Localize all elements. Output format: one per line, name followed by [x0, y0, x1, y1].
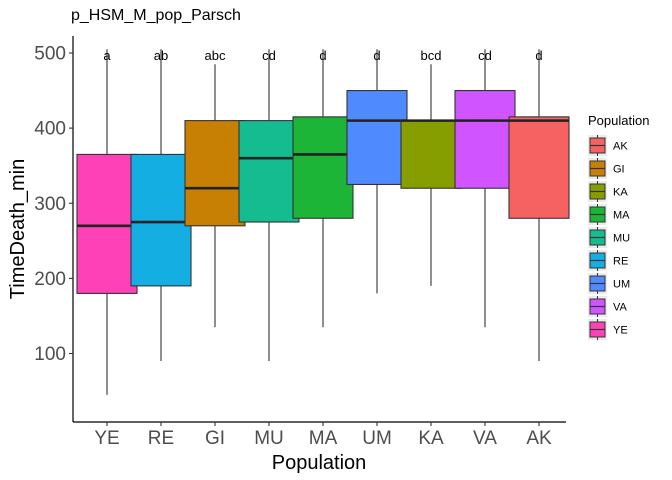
- legend-item-MA: MA: [588, 204, 630, 225]
- x-tick-label: KA: [418, 428, 444, 449]
- box-body: [346, 90, 408, 186]
- box-RE: [130, 49, 192, 362]
- box-body: [454, 90, 516, 189]
- legend-item-YE: YE: [588, 319, 628, 340]
- legend-item-MU: MU: [588, 227, 630, 248]
- x-ticks: YE RE GI MU MA UM KA VA AK: [94, 422, 552, 449]
- legend-label: RE: [613, 256, 628, 268]
- box-VA: [454, 49, 516, 328]
- x-tick-label: UM: [362, 428, 392, 449]
- legend-label: UM: [613, 279, 630, 291]
- box-KA: [400, 64, 462, 286]
- x-tick-label: MA: [309, 428, 338, 449]
- legend-item-UM: UM: [588, 273, 630, 294]
- legend-item-VA: VA: [588, 296, 628, 317]
- y-axis-title: TimeDeath_min: [7, 159, 29, 299]
- significance-letter: d: [373, 48, 380, 63]
- legend-label: GI: [613, 164, 625, 176]
- box-body: [184, 120, 246, 227]
- significance-letters: a ab abc cd d d bcd cd d: [103, 48, 542, 63]
- chart-title: p_HSM_M_pop_Parsch: [71, 7, 241, 24]
- legend-label: VA: [613, 302, 628, 314]
- significance-letter: bcd: [421, 48, 442, 63]
- significance-letter: a: [103, 48, 111, 63]
- box-body: [400, 120, 462, 189]
- x-axis-title: Population: [272, 452, 367, 474]
- legend-item-GI: GI: [588, 158, 625, 179]
- x-tick-label: MU: [254, 428, 284, 449]
- box-body: [508, 116, 570, 219]
- plot-area: 100 200 300 400 500 a ab abc cd d d bcd cd d YE RE GI M…: [34, 36, 570, 449]
- y-tick-label: 100: [34, 344, 66, 365]
- box-body: [238, 120, 300, 223]
- x-tick-label: AK: [526, 428, 552, 449]
- legend-entries: AK GI KA MA MU RE UM VA YE: [588, 135, 630, 340]
- legend-label: KA: [613, 187, 628, 199]
- box-AK: [508, 49, 570, 362]
- box-YE: [76, 49, 138, 395]
- legend-label: AK: [613, 141, 628, 153]
- legend-item-KA: KA: [588, 181, 628, 202]
- significance-letter: abc: [205, 48, 226, 63]
- box-body: [76, 153, 138, 294]
- box-GI: [184, 64, 246, 328]
- box-body: [130, 153, 192, 287]
- significance-letter: cd: [262, 48, 276, 63]
- legend-label: YE: [613, 325, 628, 337]
- x-tick-label: GI: [205, 428, 225, 449]
- legend: Population AK GI KA MA MU RE UM VA YE: [588, 113, 649, 340]
- box-MU: [238, 49, 300, 362]
- significance-letter: d: [535, 48, 542, 63]
- y-tick-label: 500: [34, 44, 66, 65]
- x-tick-label: YE: [94, 428, 119, 449]
- boxes: [76, 49, 570, 395]
- box-UM: [346, 49, 408, 294]
- x-tick-label: VA: [473, 428, 497, 449]
- y-tick-label: 200: [34, 269, 66, 290]
- legend-item-AK: AK: [588, 135, 628, 156]
- box-MA: [292, 49, 354, 328]
- significance-letter: d: [319, 48, 326, 63]
- legend-label: MU: [613, 233, 630, 245]
- box-body: [292, 116, 354, 219]
- y-tick-label: 400: [34, 119, 66, 140]
- significance-letter: ab: [154, 48, 168, 63]
- y-ticks: 100 200 300 400 500: [34, 44, 73, 365]
- legend-title: Population: [588, 113, 649, 128]
- significance-letter: cd: [478, 48, 492, 63]
- legend-label: MA: [613, 210, 630, 222]
- x-tick-label: RE: [148, 428, 174, 449]
- legend-item-RE: RE: [588, 250, 628, 271]
- y-tick-label: 300: [34, 194, 66, 215]
